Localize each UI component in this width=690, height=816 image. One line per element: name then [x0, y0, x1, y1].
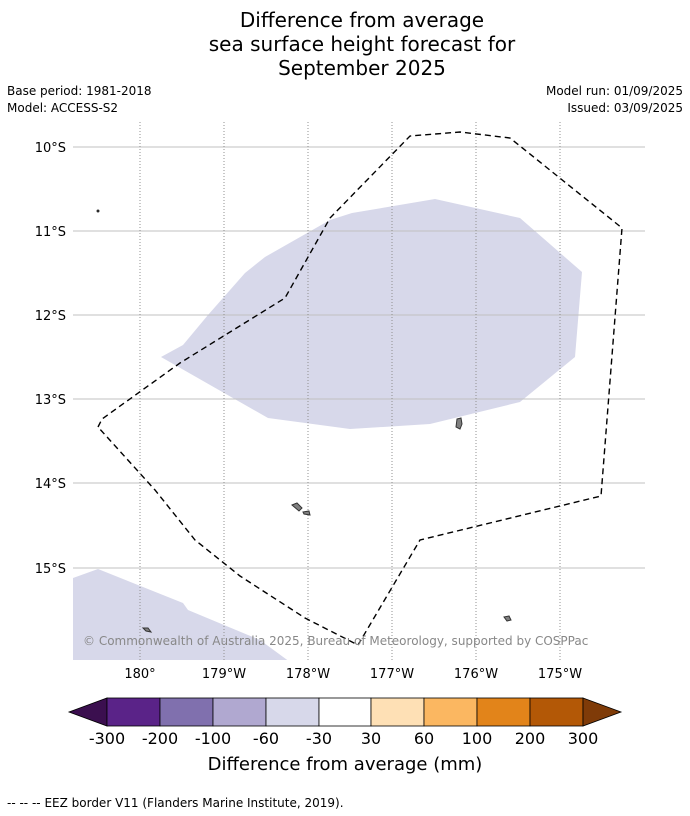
latitude-labels: 10°S 11°S 12°S 13°S 14°S 15°S	[35, 141, 66, 577]
colorbar-segment	[423, 697, 478, 727]
base-period-text: Base period: 1981-2018	[7, 84, 152, 98]
lon-label: 179°W	[202, 667, 246, 682]
colorbar	[67, 697, 623, 727]
issued-text: Issued: 03/09/2025	[567, 101, 683, 115]
longitude-labels: 180° 179°W 178°W 177°W 176°W 175°W	[124, 667, 582, 682]
colorbar-tick-label: -200	[142, 729, 178, 748]
lat-label: 10°S	[35, 141, 66, 156]
colorbar-tick-label: 100	[462, 729, 493, 748]
lat-label: 12°S	[35, 309, 66, 324]
colorbar-tick-label: 30	[361, 729, 381, 748]
colorbar-extend-low	[67, 697, 108, 727]
colorbar-tick-label: -60	[253, 729, 279, 748]
colorbar-segment	[529, 697, 584, 727]
lon-label: 175°W	[538, 667, 582, 682]
colorbar-segment	[265, 697, 320, 727]
colorbar-tick-label: -30	[306, 729, 332, 748]
anomaly-region-main	[161, 199, 582, 429]
meta-left: Base period: 1981-2018 Model: ACCESS-S2	[7, 83, 152, 117]
colorbar-extend-high	[582, 697, 623, 727]
lon-label: 177°W	[370, 667, 414, 682]
colorbar-segment	[159, 697, 214, 727]
copyright-text: © Commonwealth of Australia 2025, Bureau…	[83, 634, 588, 648]
colorbar-segment	[318, 697, 372, 727]
eez-border	[97, 131, 623, 646]
map-title: Difference from average sea surface heig…	[0, 8, 690, 80]
eez-legend-symbol: -- -- --	[7, 796, 41, 810]
island-southwest	[141, 627, 153, 633]
colorbar-segment	[106, 697, 161, 727]
colorbar-segment	[212, 697, 267, 727]
island-east	[503, 615, 512, 622]
lon-label: 178°W	[286, 667, 330, 682]
island-north	[455, 417, 463, 430]
colorbar-ticks: -300 -200 -100 -60 -30 30 60 100 200 300	[89, 729, 598, 748]
colorbar-title: Difference from average (mm)	[208, 754, 483, 775]
colorbar-tick-label: 300	[568, 729, 599, 748]
lat-label: 13°S	[35, 393, 66, 408]
model-run-text: Model run: 01/09/2025	[545, 84, 683, 98]
map-area: © Commonwealth of Australia 2025, Bureau…	[73, 122, 645, 660]
meta-right: Model run: 01/09/2025 Issued: 03/09/2025	[546, 83, 683, 117]
islands	[96, 209, 512, 633]
islet-northwest	[96, 209, 100, 213]
model-text: Model: ACCESS-S2	[7, 101, 119, 115]
eez-legend: -- -- -- EEZ border V11 (Flanders Marine…	[7, 796, 344, 810]
colorbar-segment	[476, 697, 531, 727]
lon-label: 180°	[124, 667, 155, 682]
lat-label: 11°S	[35, 225, 66, 240]
island-central	[291, 502, 303, 512]
island-central-small	[302, 510, 311, 516]
lat-label: 14°S	[35, 477, 66, 492]
colorbar-tick-label: -100	[195, 729, 231, 748]
colorbar-tick-label: 200	[515, 729, 546, 748]
colorbar-segment	[370, 697, 425, 727]
anomaly-region-southwest	[73, 569, 288, 660]
title-line-1: Difference from average	[239, 8, 485, 32]
title-line-3: September 2025	[278, 56, 446, 80]
title-line-2: sea surface height forecast for	[208, 32, 516, 56]
latitude-gridlines	[73, 146, 645, 569]
colorbar-tick-label: 60	[414, 729, 434, 748]
lat-label: 15°S	[35, 562, 66, 577]
lon-label: 176°W	[454, 667, 498, 682]
eez-legend-text: EEZ border V11 (Flanders Marine Institut…	[44, 796, 344, 810]
colorbar-tick-label: -300	[89, 729, 125, 748]
